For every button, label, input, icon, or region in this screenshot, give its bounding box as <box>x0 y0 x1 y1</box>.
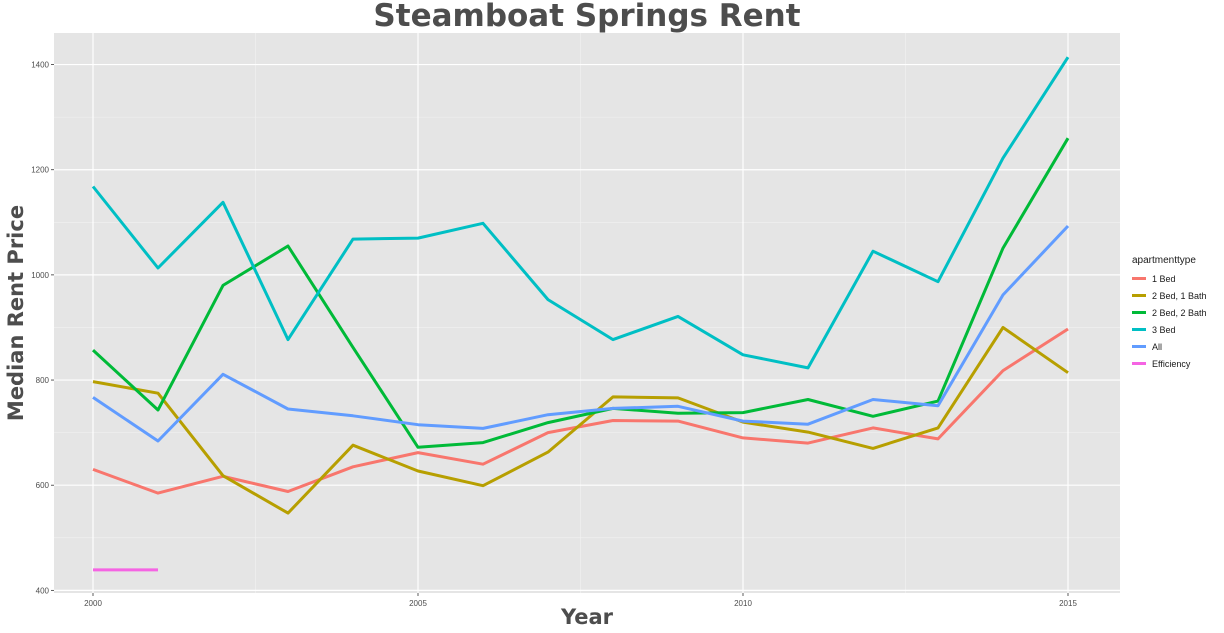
legend-item-efficiency: Efficiency <box>1132 355 1207 372</box>
x-tick-label: 2000 <box>84 599 102 608</box>
legend-key-1-bed <box>1132 277 1146 280</box>
y-tick-label: 1200 <box>31 166 49 175</box>
legend-label: All <box>1152 341 1163 352</box>
x-tick-label: 2010 <box>734 599 752 608</box>
legend: apartmenttype 1 Bed 2 Bed, 1 Bath 2 Bed, 2… <box>1132 255 1207 372</box>
x-tick-label: 2005 <box>409 599 427 608</box>
legend-key-2-bed-2-bath <box>1132 311 1146 314</box>
series-line-all <box>92 224 1070 443</box>
legend-label: 1 Bed <box>1152 273 1176 284</box>
series-line-2-bed-2-bath <box>91 137 1070 449</box>
legend-key-2-bed-1-bath <box>1132 294 1146 297</box>
legend-label: 2 Bed, 2 Bath <box>1152 307 1207 318</box>
legend-items: 1 Bed 2 Bed, 1 Bath 2 Bed, 2 Bath 3 Bed All E… <box>1132 270 1207 372</box>
y-tick-label: 400 <box>36 586 50 595</box>
series-line-2-bed-1-bath <box>92 326 1069 515</box>
legend-key-all <box>1132 345 1146 348</box>
y-tick-label: 1400 <box>31 61 49 70</box>
series-line-1-bed <box>92 327 1069 495</box>
major-gridlines <box>54 33 1120 593</box>
x-axis-label: Year <box>560 605 614 629</box>
legend-label: 3 Bed <box>1152 324 1176 335</box>
legend-item-1-bed: 1 Bed <box>1132 270 1207 287</box>
legend-item-all: All <box>1132 338 1207 355</box>
legend-key-efficiency <box>1132 362 1146 365</box>
legend-item-3-bed: 3 Bed <box>1132 321 1207 338</box>
minor-gridlines <box>54 33 1120 593</box>
y-tick-label: 600 <box>36 481 50 490</box>
axis-ticks: 2000 2005 2010 2015 400 600 800 1000 1200 1400 <box>31 61 1077 608</box>
y-tick-label: 800 <box>36 376 50 385</box>
legend-item-2-bed-1-bath: 2 Bed, 1 Bath <box>1132 287 1207 304</box>
legend-key-3-bed <box>1132 328 1146 331</box>
series-lines <box>91 56 1070 572</box>
legend-title: apartmenttype <box>1132 255 1196 266</box>
y-axis-label: Median Rent Price <box>4 204 28 422</box>
chart-title: Steamboat Springs Rent <box>373 0 801 34</box>
x-tick-label: 2015 <box>1059 599 1077 608</box>
y-tick-label: 1000 <box>31 271 49 280</box>
plot-panel <box>54 33 1120 593</box>
legend-item-2-bed-2-bath: 2 Bed, 2 Bath <box>1132 304 1207 321</box>
legend-label: Efficiency <box>1152 358 1191 369</box>
series-line-3-bed <box>91 56 1070 370</box>
legend-label: 2 Bed, 1 Bath <box>1152 290 1207 301</box>
